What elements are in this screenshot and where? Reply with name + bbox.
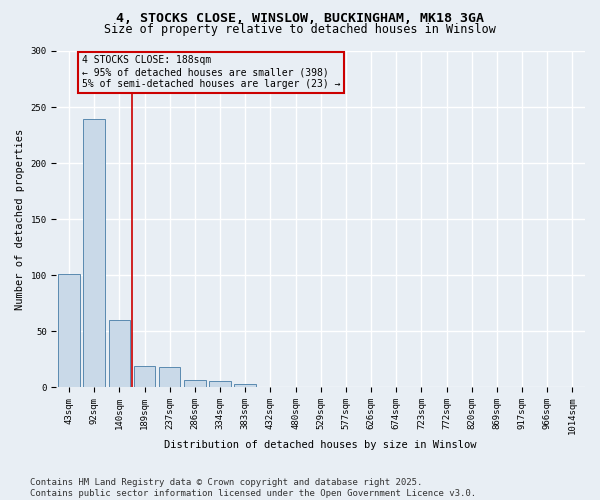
Text: Size of property relative to detached houses in Winslow: Size of property relative to detached ho… <box>104 22 496 36</box>
Bar <box>58 274 80 387</box>
Bar <box>209 382 231 387</box>
X-axis label: Distribution of detached houses by size in Winslow: Distribution of detached houses by size … <box>164 440 477 450</box>
Text: Contains HM Land Registry data © Crown copyright and database right 2025.
Contai: Contains HM Land Registry data © Crown c… <box>30 478 476 498</box>
Text: 4, STOCKS CLOSE, WINSLOW, BUCKINGHAM, MK18 3GA: 4, STOCKS CLOSE, WINSLOW, BUCKINGHAM, MK… <box>116 12 484 26</box>
Bar <box>83 120 105 387</box>
Bar <box>184 380 206 387</box>
Bar <box>235 384 256 387</box>
Bar <box>134 366 155 387</box>
Text: 4 STOCKS CLOSE: 188sqm
← 95% of detached houses are smaller (398)
5% of semi-det: 4 STOCKS CLOSE: 188sqm ← 95% of detached… <box>82 56 340 88</box>
Y-axis label: Number of detached properties: Number of detached properties <box>15 128 25 310</box>
Bar <box>109 320 130 387</box>
Bar <box>159 367 181 387</box>
